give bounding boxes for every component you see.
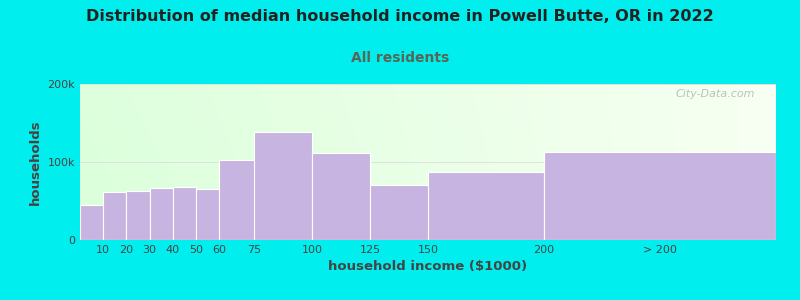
Bar — [219, 160, 278, 240]
Y-axis label: households: households — [29, 119, 42, 205]
Bar — [196, 189, 231, 240]
Text: All residents: All residents — [351, 51, 449, 65]
Bar — [254, 132, 312, 240]
X-axis label: household income ($1000): household income ($1000) — [329, 260, 527, 273]
Bar — [103, 192, 126, 240]
Bar — [126, 191, 150, 240]
Bar — [428, 172, 544, 240]
Text: Distribution of median household income in Powell Butte, OR in 2022: Distribution of median household income … — [86, 9, 714, 24]
Bar — [150, 188, 173, 240]
Bar — [80, 205, 103, 240]
Text: City-Data.com: City-Data.com — [676, 89, 755, 99]
Bar — [370, 185, 486, 240]
Bar — [312, 153, 370, 240]
Bar — [173, 187, 196, 240]
Bar — [544, 152, 776, 240]
